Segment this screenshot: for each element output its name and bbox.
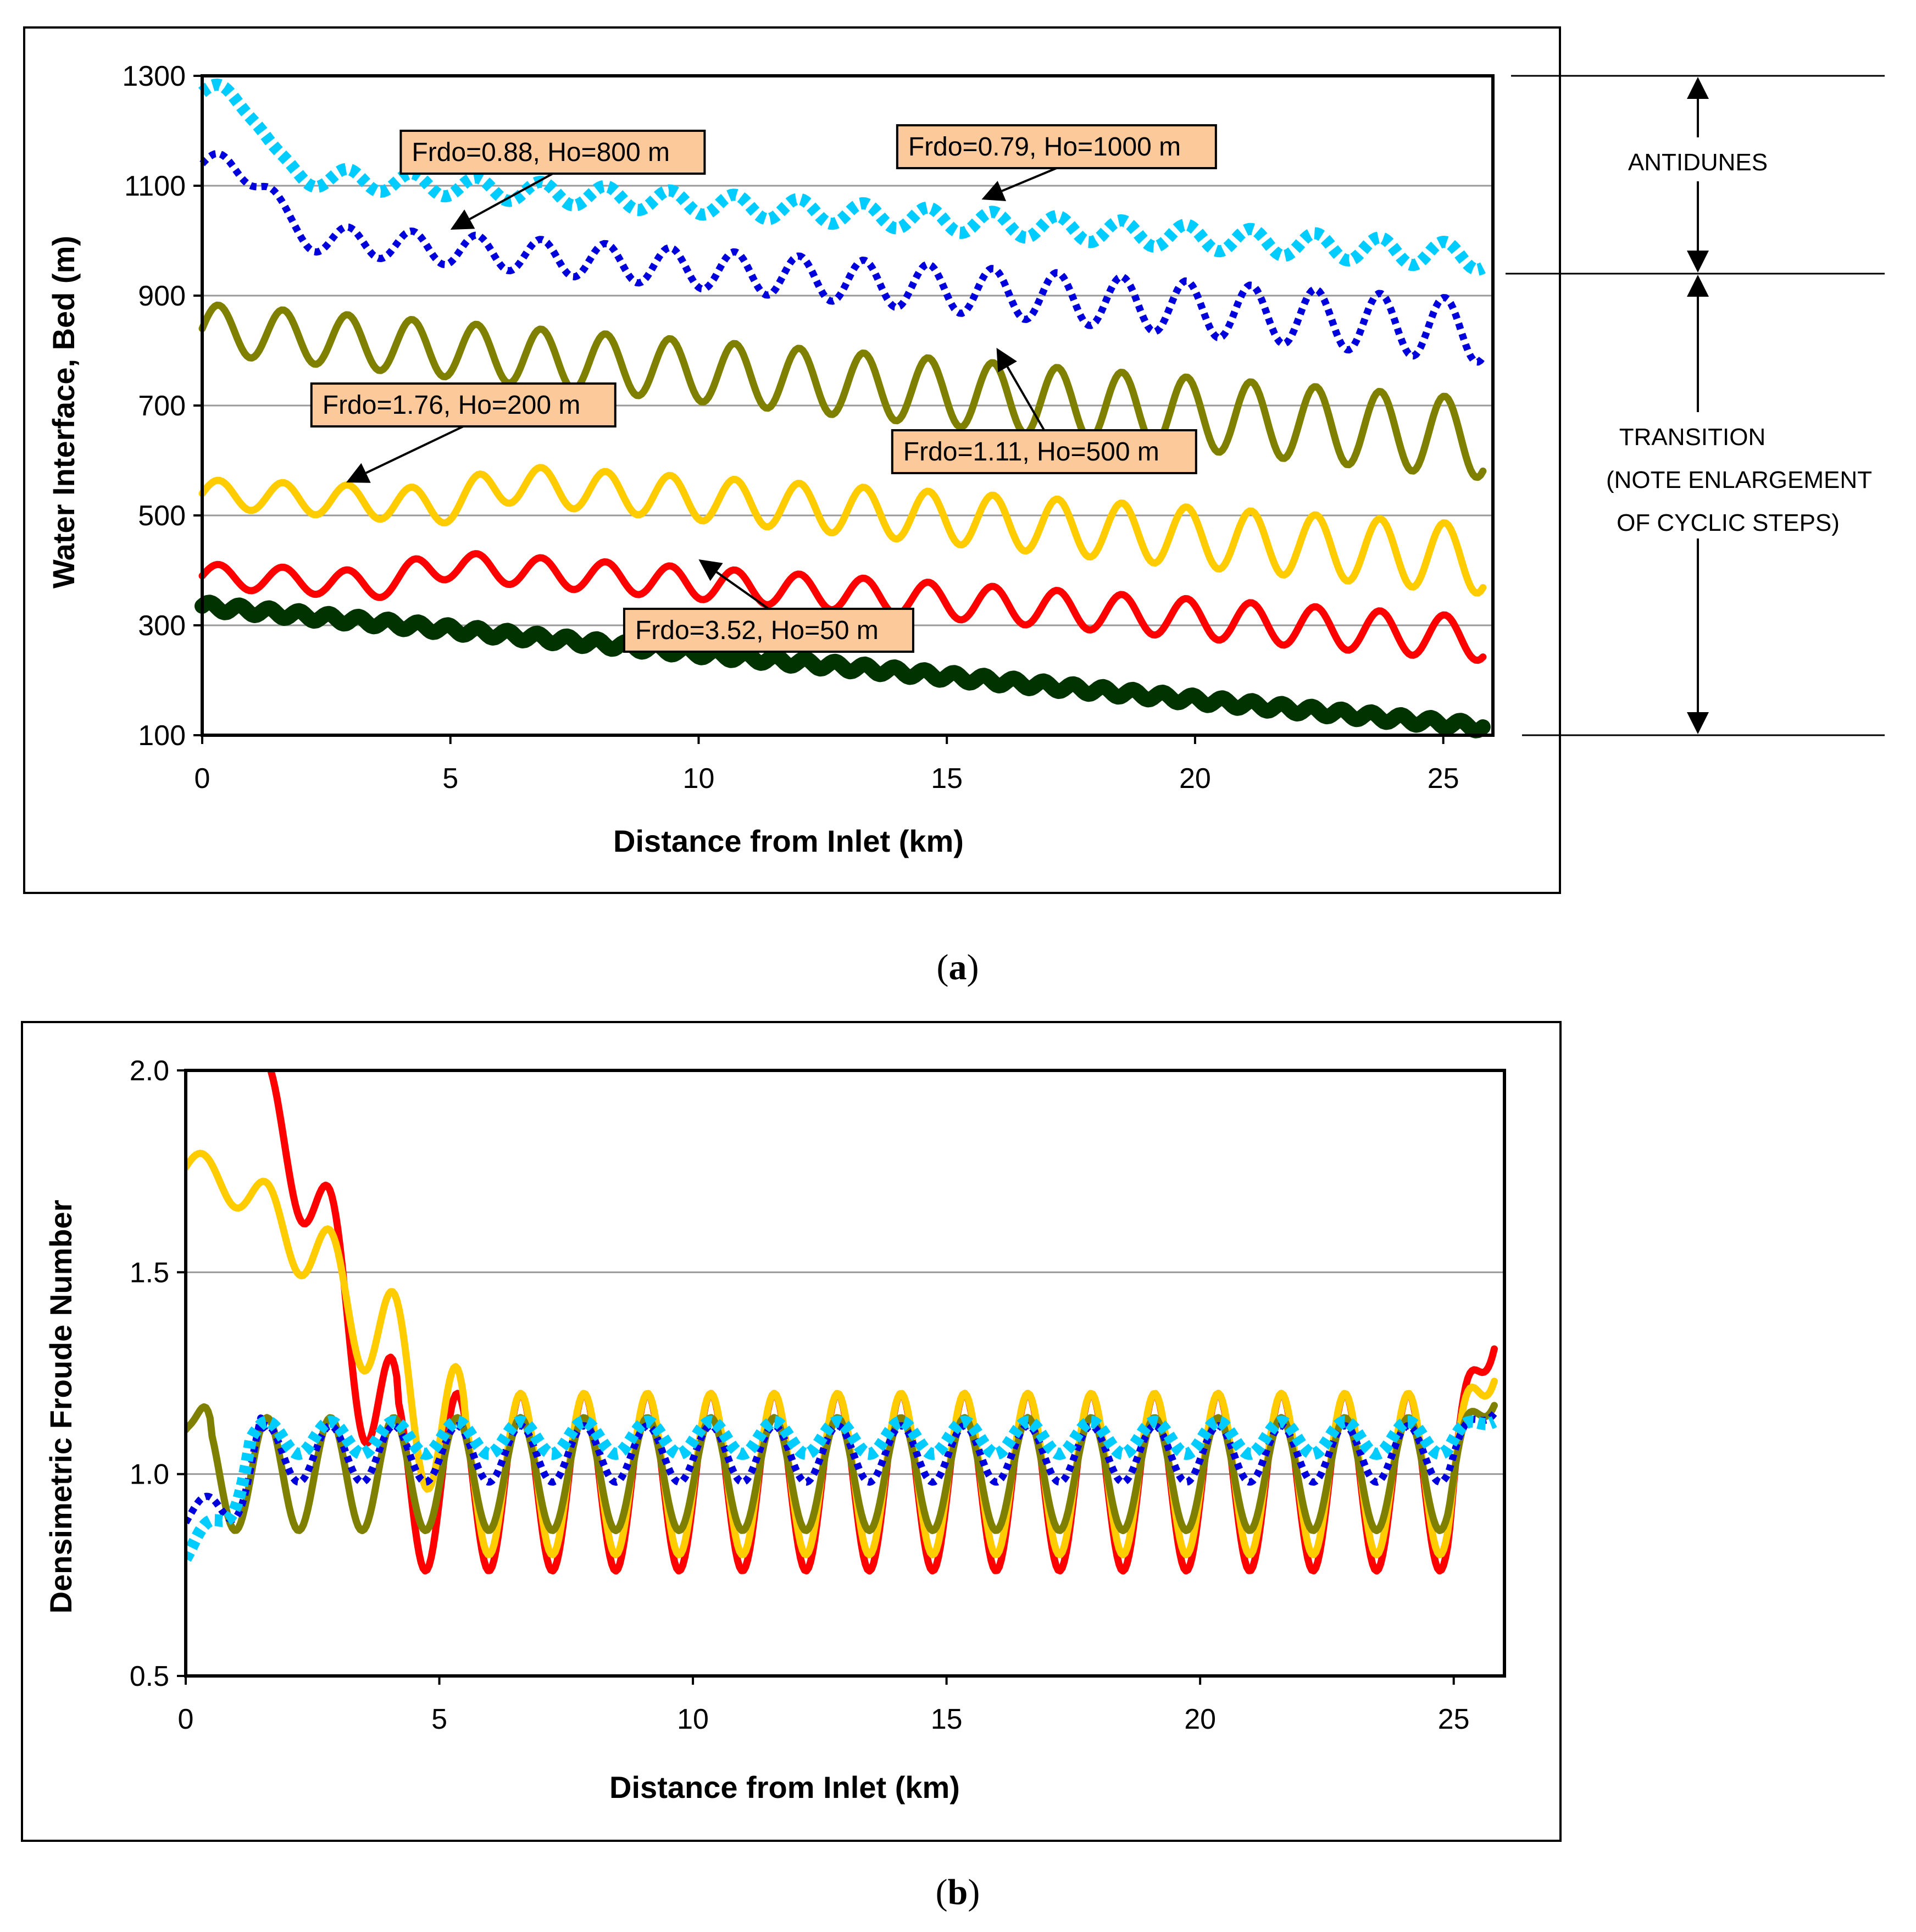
y-tick-label: 300	[138, 610, 186, 642]
x-tick-label: 5	[431, 1703, 447, 1735]
panel-a-caption: (a)	[937, 947, 979, 987]
annotation-arrow	[1006, 366, 1046, 431]
antidunes-label: ANTIDUNES	[1628, 149, 1768, 176]
annotation-box	[896, 124, 1217, 169]
series-line	[186, 1415, 1498, 1562]
panel-a-tick-labels: 100 300 500 700 900 1100 1300 0 5 10 15 20 25	[122, 60, 1459, 795]
series-line	[195, 595, 1491, 739]
series-line	[198, 550, 1487, 664]
transition-note-line1: (NOTE ENLARGEMENT	[1606, 467, 1872, 493]
series-line	[186, 1150, 1498, 1559]
panel-a-y-axis-label: Water Interface, Bed (m)	[46, 236, 81, 589]
y-tick-label: 1.0	[130, 1459, 169, 1491]
annotation-arrow	[1001, 167, 1057, 192]
y-tick-label: 100	[138, 720, 186, 752]
series-line	[199, 149, 1486, 366]
y-tick-label: 2.0	[130, 1055, 169, 1087]
panel-a-chart: 100 300 500 700 900 1100 1300 0 5 10 15 20 25 Frdo=0…	[23, 26, 1885, 894]
panel-b-x-axis-label: Distance from Inlet (km)	[609, 1770, 960, 1805]
annotation-label: Frdo=0.79, Ho=1000 m	[908, 132, 1181, 162]
annotation-arrow	[715, 571, 770, 610]
x-tick-label: 10	[683, 763, 715, 795]
y-tick-label: 500	[138, 500, 186, 532]
series-line	[198, 301, 1487, 481]
annotation-arrowhead	[346, 463, 371, 483]
y-tick-label: 1300	[122, 60, 186, 92]
x-tick-label: 15	[931, 1703, 963, 1735]
x-tick-label: 15	[931, 763, 963, 795]
annotation-arrowhead	[981, 181, 1007, 202]
y-tick-label: 700	[138, 390, 186, 422]
annotation-arrowhead	[698, 559, 723, 581]
panel-b-caption: (b)	[936, 1872, 980, 1912]
annotation-label: Frdo=0.88, Ho=800 m	[412, 138, 670, 167]
annotation-box	[623, 608, 914, 653]
x-tick-label: 5	[442, 763, 458, 795]
x-tick-label: 20	[1179, 763, 1211, 795]
panel-b-y-axis-label: Densimetric Froude Number	[43, 1200, 78, 1613]
annotation-box	[891, 429, 1197, 474]
y-tick-label: 1.5	[130, 1257, 169, 1289]
annotation-arrow	[469, 173, 553, 220]
x-tick-label: 20	[1184, 1703, 1216, 1735]
annotation-box	[399, 130, 706, 175]
y-tick-label: 900	[138, 280, 186, 312]
x-tick-label: 0	[178, 1703, 194, 1735]
annotation-arrowhead	[996, 348, 1017, 373]
annotation-box	[310, 382, 617, 428]
y-tick-label: 1100	[124, 170, 186, 202]
x-tick-label: 25	[1438, 1703, 1470, 1735]
y-tick-label: 0.5	[130, 1661, 169, 1692]
panel-b-chart: 0.5 1.0 1.5 2.0 0 5 10 15 20 25 Distance from Inl…	[21, 1021, 1562, 1842]
panel-a-frame	[23, 26, 1561, 894]
panel-a-annotations: Frdo=0.88, Ho=800 m Frdo=0.79, Ho=1000 m F…	[310, 124, 1217, 653]
panel-b-series	[186, 1070, 1498, 1575]
panel-b-tick-labels: 0.5 1.0 1.5 2.0 0 5 10 15 20 25	[130, 1055, 1470, 1735]
x-tick-label: 25	[1428, 763, 1459, 795]
panel-b-plot-area	[184, 1069, 1506, 1678]
transition-label: TRANSITION	[1619, 424, 1765, 451]
annotation-label: Frdo=1.76, Ho=200 m	[323, 391, 581, 420]
x-tick-label: 0	[195, 763, 210, 795]
annotation-label: Frdo=3.52, Ho=50 m	[635, 616, 879, 645]
transition-note-line2: OF CYCLIC STEPS)	[1617, 509, 1840, 536]
series-line	[198, 464, 1487, 597]
x-tick-label: 10	[677, 1703, 709, 1735]
panel-a-x-axis-label: Distance from Inlet (km)	[613, 824, 964, 858]
annotation-arrow	[365, 425, 464, 474]
annotation-arrowhead	[450, 209, 475, 230]
panel-a-regime-markers: ANTIDUNES TRANSITION (NOTE ENLARGEMENT O…	[1506, 75, 1885, 736]
annotation-label: Frdo=1.11, Ho=500 m	[903, 437, 1159, 467]
